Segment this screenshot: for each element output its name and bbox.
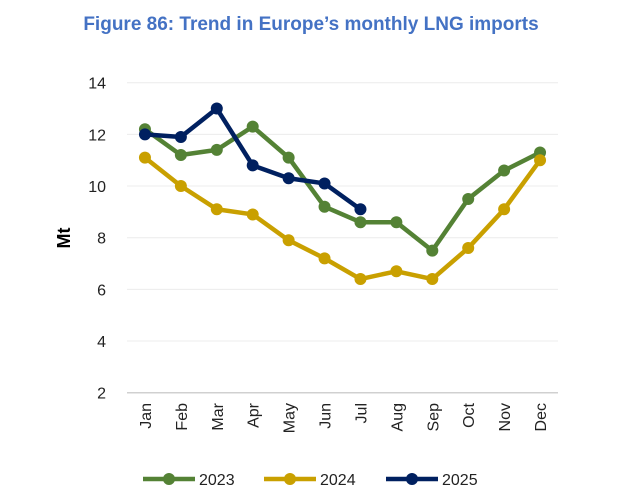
data-point bbox=[354, 203, 367, 216]
x-tick-label: Nov bbox=[497, 403, 514, 431]
data-point bbox=[498, 203, 511, 216]
x-tick-label: Apr bbox=[246, 402, 263, 428]
legend-label: 2024 bbox=[320, 472, 356, 489]
data-point bbox=[282, 172, 295, 185]
data-point bbox=[354, 216, 367, 229]
data-point bbox=[282, 234, 295, 247]
legend-marker bbox=[284, 473, 296, 485]
y-tick-label: 2 bbox=[97, 386, 106, 403]
data-point bbox=[426, 244, 439, 257]
y-tick-label: 6 bbox=[97, 282, 106, 299]
data-point bbox=[210, 203, 223, 216]
x-tick-label: Jun bbox=[318, 403, 335, 429]
y-tick-label: 14 bbox=[88, 76, 106, 93]
x-tick-label: Oct bbox=[461, 402, 478, 427]
series-2023 bbox=[138, 120, 547, 257]
data-point bbox=[390, 265, 403, 278]
x-tick-label: Aug bbox=[389, 403, 406, 431]
data-point bbox=[498, 164, 511, 177]
data-point bbox=[246, 120, 259, 133]
legend-item-2025: 2025 bbox=[386, 472, 478, 489]
legend-marker bbox=[406, 473, 418, 485]
data-point bbox=[354, 273, 367, 286]
data-point bbox=[138, 128, 151, 141]
data-point bbox=[318, 177, 331, 190]
y-tick-label: 12 bbox=[88, 127, 106, 144]
x-tick-label: Jul bbox=[353, 403, 370, 423]
data-point bbox=[138, 151, 151, 164]
data-point bbox=[210, 143, 223, 156]
data-point bbox=[462, 242, 475, 255]
legend-item-2023: 2023 bbox=[143, 472, 235, 489]
data-point bbox=[426, 273, 439, 286]
data-point bbox=[318, 252, 331, 265]
series-2024 bbox=[138, 151, 547, 286]
x-tick-label: Sep bbox=[425, 403, 442, 432]
x-tick-label: Jan bbox=[138, 403, 155, 429]
x-tick-label: Mar bbox=[210, 402, 227, 430]
data-point bbox=[462, 192, 475, 205]
data-point bbox=[318, 200, 331, 213]
y-tick-label: 4 bbox=[97, 334, 106, 351]
y-axis-label: Mt bbox=[54, 228, 74, 249]
data-point bbox=[246, 208, 259, 221]
legend-marker bbox=[163, 473, 175, 485]
data-point bbox=[534, 154, 547, 167]
data-point bbox=[390, 216, 403, 229]
data-point bbox=[246, 159, 259, 172]
data-point bbox=[210, 102, 223, 115]
legend-label: 2025 bbox=[442, 472, 478, 489]
series-line bbox=[143, 124, 542, 253]
y-tick-label: 8 bbox=[97, 231, 106, 248]
legend-label: 2023 bbox=[199, 472, 235, 489]
series-2025 bbox=[138, 102, 367, 216]
chart-title: Figure 86: Trend in Europe’s monthly LNG… bbox=[83, 14, 539, 35]
x-tick-label: Dec bbox=[533, 403, 550, 431]
legend-item-2024: 2024 bbox=[264, 472, 356, 489]
data-point bbox=[174, 149, 187, 162]
y-tick-label: 10 bbox=[88, 179, 106, 196]
data-point bbox=[282, 151, 295, 164]
series-line bbox=[143, 155, 542, 282]
x-tick-label: May bbox=[282, 403, 299, 433]
data-point bbox=[174, 130, 187, 143]
x-tick-label: Feb bbox=[174, 403, 191, 431]
data-point bbox=[174, 180, 187, 193]
